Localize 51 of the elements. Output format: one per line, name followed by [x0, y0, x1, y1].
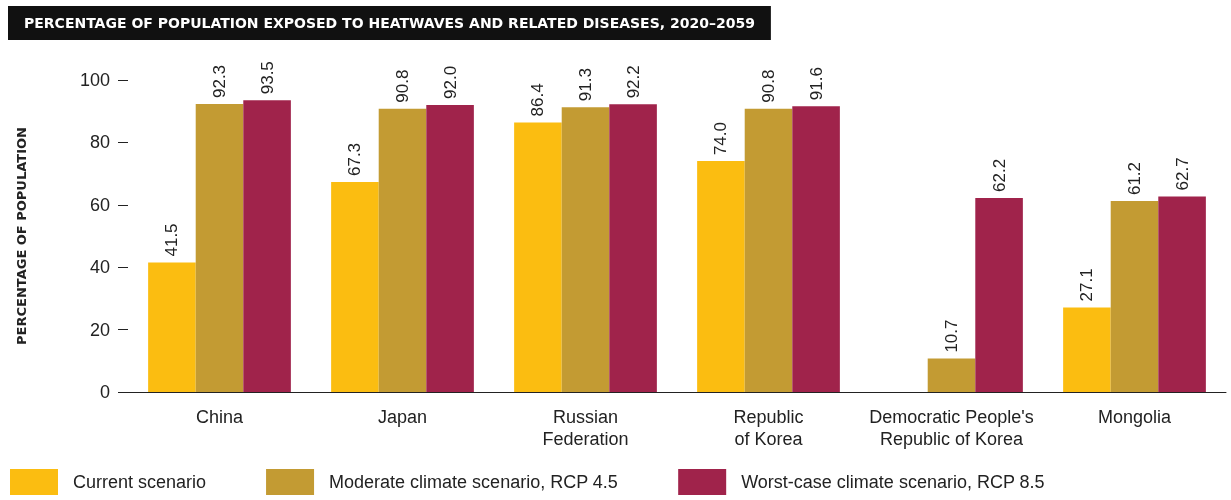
- data-label: 92.2: [623, 65, 643, 99]
- y-tick-label: 0: [99, 382, 110, 402]
- bar: [609, 104, 657, 392]
- x-tick-label: Japan: [377, 407, 428, 427]
- y-tick-label: 100: [79, 70, 110, 90]
- data-label: 90.8: [759, 69, 778, 103]
- x-tick-label: Russian Federation: [542, 407, 629, 449]
- bar: [331, 182, 379, 392]
- data-label: 93.5: [257, 61, 277, 95]
- data-label: 61.2: [1125, 161, 1144, 196]
- data-label: 92.0: [440, 65, 460, 99]
- bar: [744, 108, 793, 392]
- bar: [1158, 196, 1206, 392]
- legend-label: Worst-case climate scenario, RCP 8.5: [741, 472, 1045, 492]
- data-label: 41.5: [162, 223, 182, 257]
- data-label: 62.2: [989, 158, 1009, 192]
- data-label: 90.8: [393, 69, 412, 103]
- bar: [378, 108, 427, 392]
- data-label: 92.3: [210, 64, 229, 99]
- data-label: 10.7: [942, 319, 961, 353]
- y-axis-title: PERCENTAGE OF POPULATION: [14, 127, 29, 345]
- x-tick-label: Democratic People's Republic of Korea: [869, 407, 1034, 449]
- data-label: 91.3: [576, 68, 595, 102]
- bar: [1110, 201, 1159, 392]
- chart-title: PERCENTAGE OF POPULATION EXPOSED TO HEATWAVES AND RELATED DISEASES, 2020–2059: [24, 15, 755, 31]
- bar: [148, 262, 196, 392]
- x-tick-label: Republic of Korea: [733, 407, 804, 449]
- bar: [792, 106, 840, 392]
- data-label: 27.1: [1077, 268, 1097, 302]
- y-tick-label: 20: [89, 319, 110, 340]
- bar: [697, 161, 745, 392]
- y-tick-label: 80: [89, 132, 110, 153]
- data-label: 62.7: [1172, 157, 1192, 191]
- bar: [1063, 307, 1111, 392]
- y-tick-label: 40: [89, 257, 110, 278]
- x-tick-label: China: [195, 407, 244, 427]
- bar: [426, 104, 474, 392]
- data-label: 67.3: [345, 142, 365, 177]
- data-label: 86.4: [528, 83, 548, 117]
- data-label: 91.6: [806, 67, 826, 101]
- legend-label: Moderate climate scenario, RCP 4.5: [329, 472, 618, 492]
- bar: [243, 100, 291, 392]
- legend-label: Current scenario: [73, 472, 207, 492]
- x-tick-label: Mongolia: [1097, 407, 1173, 427]
- bar: [975, 197, 1023, 392]
- data-label: 74.0: [711, 122, 731, 156]
- bar: [195, 104, 244, 392]
- bar: [927, 358, 976, 392]
- y-tick-label: 60: [89, 194, 110, 215]
- bar: [561, 107, 610, 392]
- bar: [514, 122, 562, 392]
